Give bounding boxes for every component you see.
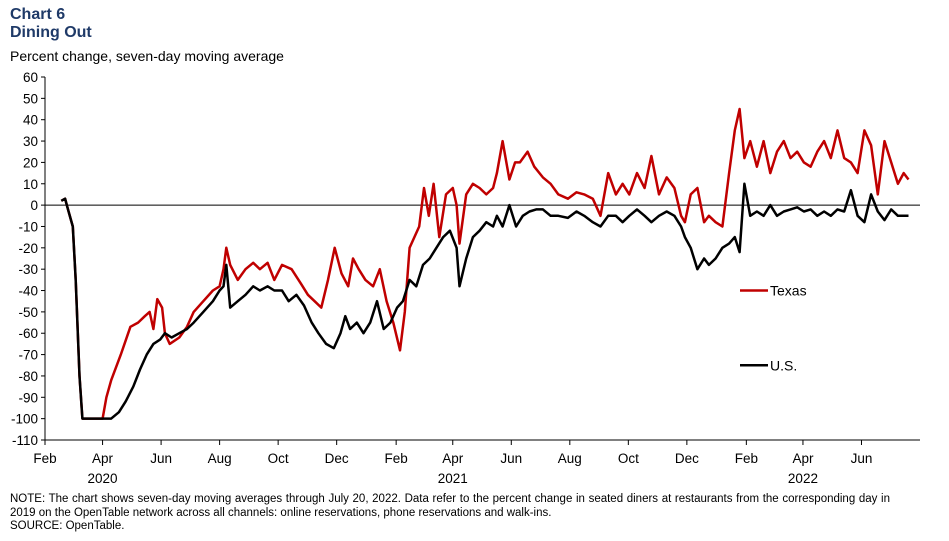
chart-note: NOTE: The chart shows seven-day moving a… [10, 493, 890, 519]
x-tick-label: Dec [325, 451, 349, 466]
chart-legend: Texas U.S. [740, 283, 807, 373]
x-tick-label: Feb [735, 451, 758, 466]
line-chart: 60 50 40 30 20 10 0 -10 -20 -30 -40 -50 -60 -70 -80 -90… [11, 70, 920, 486]
series-layer [60, 107, 910, 420]
chart-title: Dining Out [10, 24, 92, 41]
y-tick-label: -30 [18, 262, 38, 277]
x-year-label: 2022 [788, 471, 818, 486]
x-tick-label: Feb [385, 451, 408, 466]
y-tick-label: -20 [18, 241, 38, 256]
y-tick-label: -50 [18, 305, 38, 320]
x-year-label: 2020 [88, 471, 118, 486]
y-tick-label: -100 [11, 412, 38, 427]
chart-number: Chart 6 [10, 6, 66, 23]
y-tick-label: 40 [23, 113, 38, 128]
y-tick-label: 0 [30, 198, 38, 213]
x-tick-label: Oct [618, 451, 639, 466]
x-tick-label: Feb [33, 451, 56, 466]
chart-axes: 60 50 40 30 20 10 0 -10 -20 -30 -40 -50 -60 -70 -80 -90… [11, 70, 920, 486]
x-tick-label: Apr [792, 451, 814, 466]
chart-source: SOURCE: OpenTable. [10, 520, 125, 532]
x-tick-label: Jun [500, 451, 522, 466]
x-tick-label: Apr [442, 451, 464, 466]
y-tick-label: -110 [12, 433, 38, 448]
x-tick-label: Dec [675, 451, 699, 466]
y-tick-label: -90 [18, 390, 38, 405]
y-tick-label: -60 [18, 326, 38, 341]
x-tick-label: Jun [851, 451, 873, 466]
series-line-us [60, 182, 909, 420]
x-year-label: 2021 [438, 471, 468, 486]
x-tick-label: Apr [92, 451, 114, 466]
y-tick-label: 50 [23, 91, 38, 106]
y-tick-label: -40 [18, 284, 38, 299]
y-tick-label: -70 [18, 348, 38, 363]
y-tick-label: 30 [23, 134, 38, 149]
y-tick-label: -80 [18, 369, 38, 384]
legend-label-texas: Texas [770, 283, 807, 299]
y-tick-label: 60 [23, 70, 38, 85]
x-tick-label: Jun [150, 451, 172, 466]
x-tick-label: Oct [268, 451, 289, 466]
y-tick-label: -10 [18, 219, 38, 234]
legend-label-us: U.S. [770, 357, 797, 373]
x-tick-label: Aug [558, 451, 582, 466]
x-tick-label: Aug [208, 451, 232, 466]
y-tick-label: 20 [23, 155, 38, 170]
y-tick-label: 10 [23, 177, 38, 192]
chart-subtitle: Percent change, seven-day moving average [10, 48, 284, 64]
series-line-texas [60, 107, 910, 420]
